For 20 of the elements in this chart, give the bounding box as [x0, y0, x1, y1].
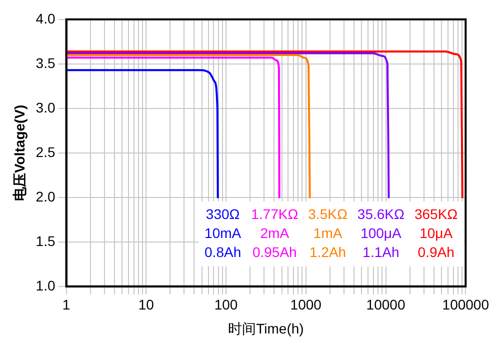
series-label: 3.5KΩ 1mA 1.2Ah	[308, 206, 348, 260]
y-tick-label: 2.0	[36, 188, 56, 204]
y-tick-label: 1.5	[36, 232, 56, 249]
x-axis-title: 时间Time(h)	[228, 320, 304, 336]
x-tick-label: 100000	[442, 296, 490, 313]
series-label: 330Ω 10mA 0.8Ah	[204, 206, 242, 260]
y-axis-title: 电压Voltage(V)	[11, 104, 28, 201]
series-label: 35.6KΩ 100μA 1.1Ah	[357, 206, 404, 260]
x-tick-label: 1000	[290, 296, 322, 313]
y-tick-label: 2.5	[36, 144, 56, 160]
x-tick-label: 10000	[366, 296, 406, 313]
x-tick-label: 1	[62, 296, 70, 313]
x-tick-label: 10	[138, 296, 154, 313]
y-tick-label: 1.0	[36, 277, 56, 294]
x-tick-label: 100	[214, 296, 238, 313]
series-label: 1.77KΩ 2mA 0.95Ah	[251, 206, 298, 260]
y-tick-label: 3.5	[36, 54, 56, 71]
y-tick-label: 4.0	[36, 10, 56, 26]
series-label: 365KΩ 10μA 0.9Ah	[414, 206, 458, 260]
y-tick-label: 3.0	[36, 99, 56, 116]
